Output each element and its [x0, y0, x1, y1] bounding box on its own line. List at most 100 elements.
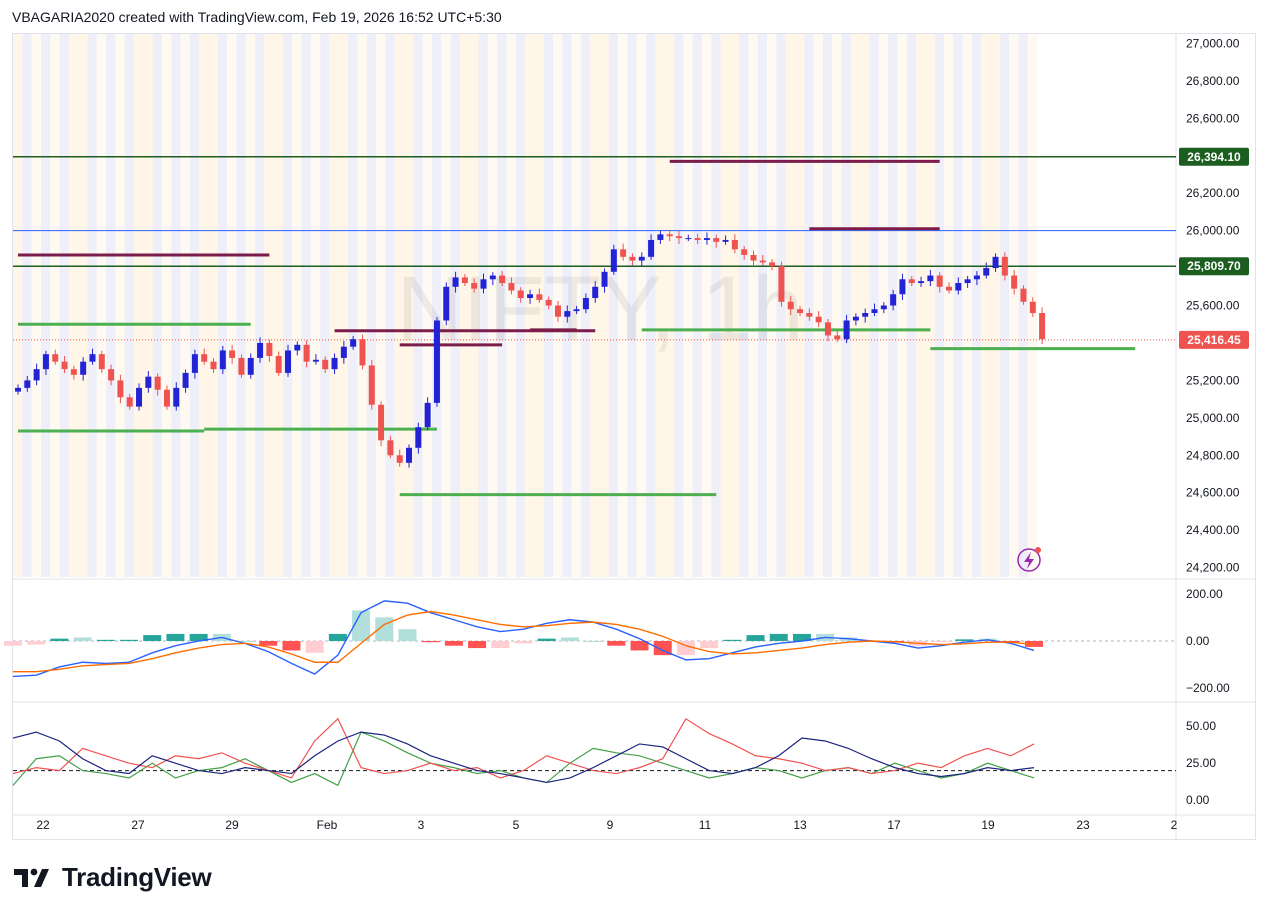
candle-body: [964, 279, 971, 284]
candle-body: [824, 322, 831, 336]
session-band: [394, 34, 405, 577]
session-band: [366, 34, 377, 577]
session-band: [348, 34, 358, 577]
candle-body: [750, 254, 757, 261]
candle-body: [415, 427, 422, 448]
time-tick-label: 19: [981, 818, 995, 832]
macd-histogram-bar: [537, 638, 556, 641]
session-band: [78, 34, 88, 577]
macd-histogram-bar: [398, 629, 417, 641]
session-band: [757, 34, 768, 577]
macd-histogram-bar: [932, 641, 951, 643]
session-band: [841, 34, 851, 577]
candle-body: [973, 275, 980, 280]
candle-body: [24, 380, 31, 388]
session-band: [748, 34, 758, 577]
session-band: [376, 34, 386, 577]
macd-histogram-bar: [305, 641, 324, 653]
candle-body: [266, 342, 273, 357]
candle-body: [136, 387, 143, 407]
time-tick-label: 11: [699, 818, 712, 832]
candle-body: [890, 294, 897, 306]
candle-body: [1029, 301, 1036, 313]
macd-histogram-bar: [96, 639, 115, 641]
session-band: [431, 34, 442, 577]
price-tick-label: 25,000.00: [1186, 411, 1240, 425]
candle-body: [359, 339, 366, 366]
session-band: [944, 34, 954, 577]
macd-histogram-bar: [282, 641, 301, 651]
dmi-tick-label: 0.00: [1186, 793, 1210, 807]
candle-body: [406, 447, 413, 463]
time-tick-label: 23: [1076, 818, 1090, 832]
macd-histogram-bar: [491, 641, 510, 649]
session-band: [999, 34, 1010, 577]
session-band: [273, 34, 283, 577]
candle-body: [908, 279, 915, 284]
candle-body: [154, 376, 161, 390]
session-band: [413, 34, 423, 577]
candle-body: [676, 236, 683, 239]
candle-body: [554, 305, 561, 317]
candle-body: [396, 455, 403, 463]
macd-histogram-bar: [189, 633, 208, 641]
candle-body: [182, 372, 189, 388]
session-band: [385, 34, 395, 577]
candle-body: [247, 357, 254, 375]
tradingview-logo-icon: [14, 868, 49, 887]
candle-body: [936, 275, 943, 287]
alert-icon: [1017, 548, 1041, 572]
macd-histogram-bar: [259, 641, 278, 646]
dmi-tick-label: 50.00: [1186, 719, 1216, 733]
session-band: [217, 34, 228, 577]
candle-body: [582, 298, 589, 310]
session-background: [13, 34, 1038, 577]
session-band: [124, 34, 135, 577]
session-band: [115, 34, 125, 577]
di-minus-line: [12, 717, 1035, 779]
session-band: [804, 34, 814, 577]
candle-body: [89, 354, 96, 362]
candle-body: [703, 238, 710, 240]
session-band: [22, 34, 32, 577]
candle-body: [620, 249, 627, 257]
macd-signal-line: [13, 610, 1035, 673]
price-label-text: 25,416.45: [1187, 333, 1241, 347]
session-band: [934, 34, 944, 577]
macd-histogram-bar: [73, 637, 92, 641]
macd-histogram-bar: [352, 610, 371, 641]
candle-body: [871, 309, 878, 313]
candle-body: [461, 277, 468, 284]
session-band: [608, 34, 619, 577]
macd-histogram-bar: [50, 638, 69, 641]
session-band: [40, 34, 51, 577]
candle-body: [517, 290, 524, 299]
macd-histogram-bar: [468, 641, 487, 649]
candle-body: [815, 316, 822, 323]
session-band: [161, 34, 172, 577]
candle-body: [387, 440, 394, 456]
candle-body: [601, 271, 608, 287]
session-band: [739, 34, 749, 577]
macd-histogram-bar: [120, 639, 139, 641]
session-band: [1018, 34, 1028, 577]
session-band: [916, 34, 926, 577]
macd-histogram-bar: [143, 635, 162, 641]
macd-histogram-bar: [4, 641, 22, 646]
session-band: [832, 34, 842, 577]
session-band: [813, 34, 823, 577]
candle-body: [508, 283, 515, 291]
candle-body: [108, 369, 115, 381]
candle-body: [573, 309, 580, 312]
candle-body: [918, 281, 925, 284]
session-band: [655, 34, 665, 577]
session-band: [87, 34, 97, 577]
candle-body: [834, 335, 841, 340]
tradingview-brand[interactable]: TradingView: [14, 862, 212, 893]
candle-body: [499, 275, 506, 284]
time-tick-label: 3: [418, 818, 425, 832]
candle-body: [145, 376, 152, 388]
macd-histogram-bar: [584, 641, 603, 642]
candle-body: [666, 234, 673, 237]
